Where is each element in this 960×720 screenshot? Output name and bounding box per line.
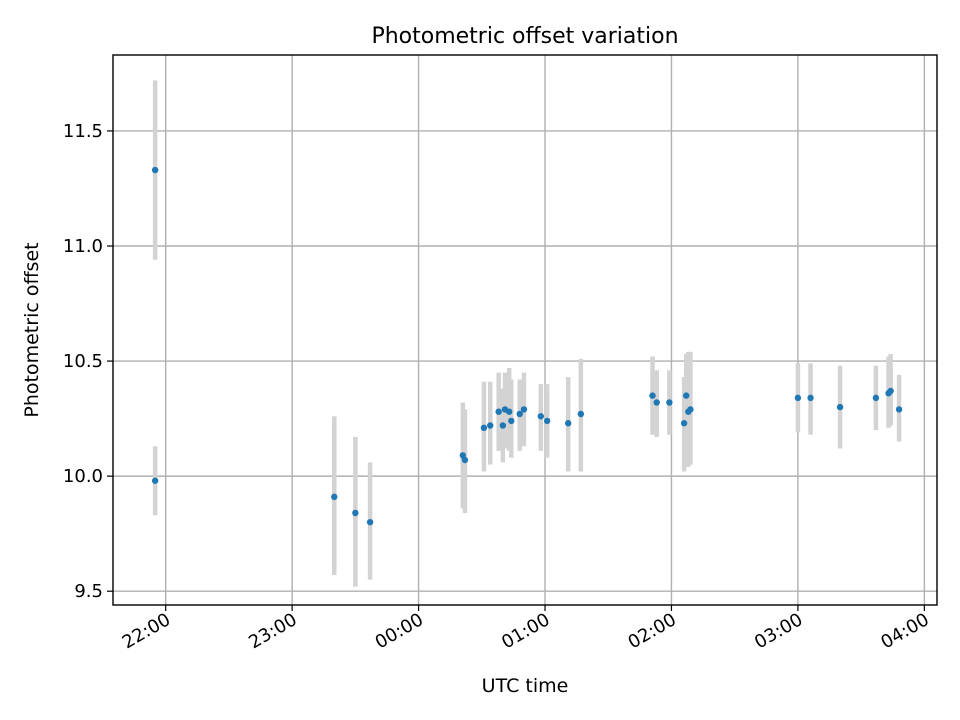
data-point bbox=[577, 410, 585, 418]
data-point bbox=[151, 477, 159, 484]
data-point bbox=[836, 403, 844, 411]
data-point bbox=[520, 406, 528, 413]
data-point bbox=[480, 424, 488, 432]
data-point bbox=[366, 518, 374, 526]
data-point bbox=[508, 417, 515, 425]
data-points bbox=[151, 166, 903, 526]
data-point bbox=[331, 493, 338, 501]
data-point bbox=[499, 422, 507, 429]
data-point bbox=[887, 387, 894, 395]
data-point bbox=[872, 394, 880, 402]
y-tick-label: 10.5 bbox=[63, 351, 103, 372]
data-point bbox=[895, 406, 903, 413]
y-tick-label: 11.0 bbox=[63, 236, 103, 257]
data-point bbox=[543, 417, 551, 425]
data-point bbox=[687, 406, 694, 413]
y-tick-label: 11.5 bbox=[63, 121, 103, 142]
data-point bbox=[653, 399, 660, 406]
plot-frame bbox=[112, 54, 938, 606]
data-point bbox=[794, 394, 802, 402]
data-point bbox=[516, 410, 523, 418]
data-point bbox=[352, 509, 359, 517]
data-point bbox=[537, 413, 545, 420]
data-point bbox=[666, 399, 673, 406]
data-point bbox=[649, 392, 656, 399]
y-axis-label: Photometric offset bbox=[21, 242, 43, 417]
data-point bbox=[807, 394, 814, 402]
data-point bbox=[151, 166, 159, 174]
data-point bbox=[461, 456, 469, 464]
data-point bbox=[680, 420, 688, 427]
data-point bbox=[505, 408, 513, 415]
data-point bbox=[683, 392, 690, 399]
x-axis-label: UTC time bbox=[482, 675, 569, 697]
grid bbox=[113, 55, 937, 605]
data-point bbox=[487, 422, 494, 429]
y-tick-label: 10.0 bbox=[63, 466, 103, 487]
chart-title: Photometric offset variation bbox=[371, 24, 678, 49]
y-tick-label: 9.5 bbox=[74, 581, 103, 602]
data-point bbox=[495, 408, 502, 415]
data-point bbox=[565, 420, 572, 427]
